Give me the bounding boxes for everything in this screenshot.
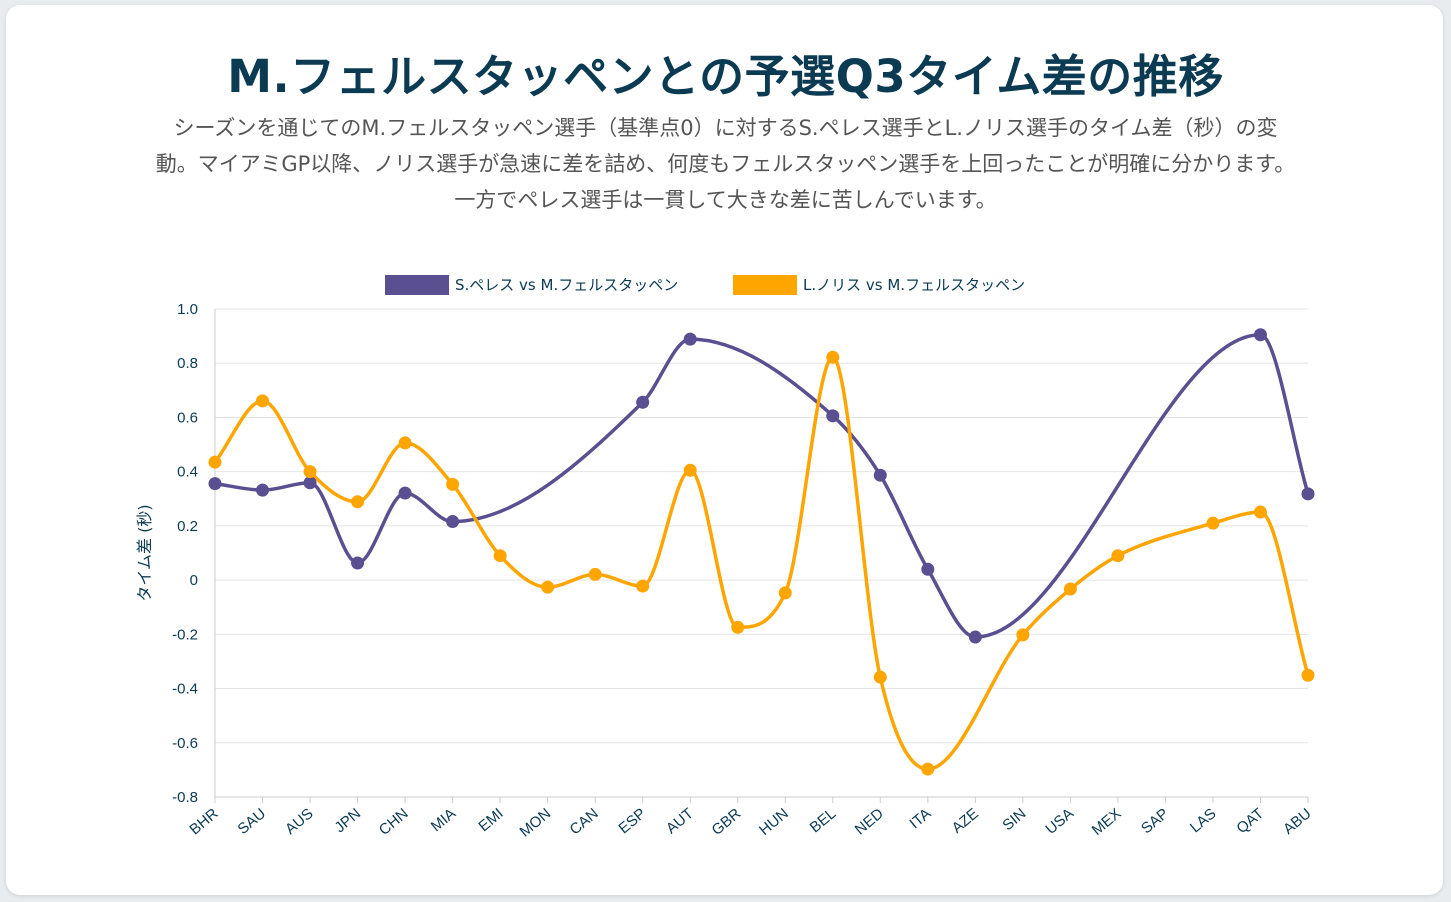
data-point-series-1[interactable] xyxy=(398,486,412,500)
data-point-series-1[interactable] xyxy=(1301,487,1315,501)
x-tick-label: CHN xyxy=(376,805,412,839)
series-line-2 xyxy=(213,355,1310,771)
data-point-series-2[interactable] xyxy=(921,762,935,776)
data-point-series-2[interactable] xyxy=(1206,516,1220,530)
x-tick-label: SIN xyxy=(999,805,1029,834)
x-tick-label: JPN xyxy=(331,805,364,836)
y-axis-title: タイム差 (秒) xyxy=(135,504,154,601)
data-point-series-2[interactable] xyxy=(398,436,412,450)
data-point-series-2[interactable] xyxy=(446,477,460,491)
y-tick-label: 0.4 xyxy=(177,464,198,481)
data-point-series-1[interactable] xyxy=(351,556,365,570)
x-tick-label: ABU xyxy=(1280,805,1315,838)
legend-swatch-2[interactable] xyxy=(733,275,797,295)
x-tick-label: MEX xyxy=(1089,805,1125,839)
data-point-series-1[interactable] xyxy=(256,483,270,497)
x-tick-label: SAU xyxy=(235,805,270,838)
x-tick-label: NED xyxy=(852,805,887,838)
data-point-series-2[interactable] xyxy=(1111,549,1125,563)
legend-label-2[interactable]: L.ノリス vs M.フェルスタッペン xyxy=(803,276,1025,294)
y-tick-label: -0.6 xyxy=(172,735,198,752)
data-point-series-2[interactable] xyxy=(303,465,317,479)
data-point-series-2[interactable] xyxy=(873,670,887,684)
x-tick-label: AUT xyxy=(663,805,697,837)
x-tick-label: SAP xyxy=(1138,805,1172,837)
data-point-series-1[interactable] xyxy=(1253,328,1267,342)
x-tick-label: MON xyxy=(516,805,554,841)
data-point-series-2[interactable] xyxy=(1253,505,1267,519)
data-point-series-1[interactable] xyxy=(873,468,887,482)
data-point-series-2[interactable] xyxy=(1063,582,1077,596)
x-tick-label: AUS xyxy=(282,805,317,838)
data-point-series-2[interactable] xyxy=(1016,628,1030,642)
data-point-series-2[interactable] xyxy=(826,350,840,364)
data-point-series-2[interactable] xyxy=(208,455,222,469)
legend-label-1[interactable]: S.ペレス vs M.フェルスタッペン xyxy=(455,276,678,294)
x-tick-label: AZE xyxy=(949,805,982,837)
data-point-series-1[interactable] xyxy=(683,332,697,346)
data-point-series-2[interactable] xyxy=(588,567,602,581)
x-tick-label: USA xyxy=(1042,805,1077,838)
x-tick-label: LAS xyxy=(1187,805,1220,836)
x-tick-label: BHR xyxy=(186,805,221,838)
x-tick-label: HUN xyxy=(756,805,792,839)
y-tick-label: -0.4 xyxy=(172,681,198,698)
data-point-series-1[interactable] xyxy=(446,515,460,529)
x-tick-label: QAT xyxy=(1233,805,1267,837)
data-point-series-1[interactable] xyxy=(208,477,222,491)
x-tick-label: GBR xyxy=(708,805,744,839)
data-point-series-2[interactable] xyxy=(493,549,507,563)
x-tick-label: BEL xyxy=(807,805,840,836)
y-tick-label: -0.2 xyxy=(172,626,198,643)
data-point-series-2[interactable] xyxy=(1301,668,1315,682)
y-tick-label: 1.0 xyxy=(177,301,198,318)
x-tick-label: EMI xyxy=(475,805,506,835)
y-tick-label: 0 xyxy=(190,572,198,589)
y-tick-label: 0.6 xyxy=(177,409,198,426)
data-point-series-2[interactable] xyxy=(256,394,270,408)
x-tick-label: ESP xyxy=(615,805,649,837)
legend-swatch-1[interactable] xyxy=(385,275,449,295)
y-tick-label: 0.8 xyxy=(177,355,198,372)
data-point-series-2[interactable] xyxy=(636,579,650,593)
data-point-series-1[interactable] xyxy=(303,476,317,490)
data-point-series-2[interactable] xyxy=(778,586,792,600)
chart-title: M.フェルスタッペンとの予選Q3タイム差の推移 xyxy=(227,50,1224,103)
data-point-series-1[interactable] xyxy=(826,409,840,423)
chart-card xyxy=(6,5,1443,895)
data-point-series-2[interactable] xyxy=(683,463,697,477)
x-tick-label: CAN xyxy=(567,805,602,838)
data-point-series-1[interactable] xyxy=(968,630,982,644)
chart-subtitle: シーズンを通じてのM.フェルスタッペン選手（基準点0）に対するS.ペレス選手とL… xyxy=(155,116,1296,212)
x-tick-label: ITA xyxy=(906,805,934,832)
y-tick-label: -0.8 xyxy=(172,789,198,806)
data-point-series-2[interactable] xyxy=(541,580,555,594)
data-point-series-1[interactable] xyxy=(921,562,935,576)
x-tick-label: MIA xyxy=(428,805,459,835)
data-point-series-1[interactable] xyxy=(636,395,650,409)
data-point-series-2[interactable] xyxy=(731,620,745,634)
y-tick-label: 0.2 xyxy=(177,518,198,535)
series-line-1 xyxy=(213,333,1310,639)
data-point-series-2[interactable] xyxy=(351,495,365,509)
